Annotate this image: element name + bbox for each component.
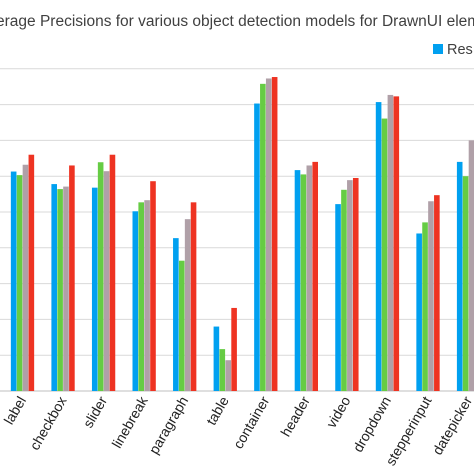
bar-header-series-1	[294, 170, 301, 391]
bar-slider-series-1	[91, 187, 98, 391]
bar-slider-series-4	[109, 154, 116, 391]
legend-swatch-res	[433, 44, 443, 54]
bar-checkbox-series-3	[63, 186, 69, 391]
bar-paragraph-series-1	[173, 238, 179, 391]
bar-linebreak-series-3	[144, 200, 150, 391]
bar-video-series-2	[341, 189, 347, 391]
bar-checkbox-series-2	[57, 189, 63, 391]
x-tick-label-slider: slider	[80, 393, 111, 430]
bar-header-series-3	[306, 165, 313, 391]
bar-container-series-4	[271, 77, 278, 391]
x-tick-label-dropdown: dropdown	[349, 394, 394, 455]
bar-linebreak-series-1	[132, 211, 139, 391]
bar-linebreak-series-4	[150, 181, 156, 391]
bar-table-series-2	[219, 349, 226, 391]
bar-container-series-1	[254, 103, 260, 391]
bar-linebreak-series-2	[138, 202, 144, 391]
bar-paragraph-series-4	[190, 202, 197, 391]
x-tick-label-checkbox: checkbox	[26, 394, 69, 453]
bars	[10, 77, 474, 392]
bar-stepperinput-series-1	[416, 233, 422, 391]
bar-dropdown-series-3	[387, 94, 394, 392]
bar-label-series-3	[22, 164, 29, 391]
bar-paragraph-series-3	[184, 219, 191, 391]
bar-table-series-4	[231, 307, 237, 391]
bar-dropdown-series-1	[375, 102, 382, 391]
bar-dropdown-series-2	[381, 118, 388, 391]
bar-stepperinput-series-3	[428, 201, 434, 391]
bar-datepicker-series-2	[462, 176, 469, 391]
x-tick-label-container: container	[230, 393, 273, 451]
bar-table-series-3	[225, 360, 231, 391]
bar-video-series-1	[335, 204, 341, 391]
bar-label-series-4	[28, 154, 35, 391]
bar-container-series-3	[265, 78, 272, 391]
bar-slider-series-2	[97, 162, 104, 391]
bar-datepicker-series-3	[468, 140, 474, 391]
bar-paragraph-series-2	[178, 260, 185, 391]
bar-label-series-2	[16, 175, 23, 391]
bar-table-series-1	[213, 326, 220, 391]
x-tick-label-header: header	[277, 393, 313, 439]
x-tick-label-video: video	[323, 393, 354, 430]
bar-container-series-2	[260, 83, 266, 391]
bar-slider-series-3	[103, 171, 110, 391]
bar-stepperinput-series-2	[422, 222, 428, 391]
x-tick-label-label: label	[0, 394, 29, 428]
x-tick-label-linebreak: linebreak	[108, 393, 151, 451]
bar-dropdown-series-4	[393, 96, 400, 392]
x-tick-label-datepicker: datepicker	[429, 393, 474, 457]
x-tick-label-paragraph: paragraph	[146, 394, 192, 457]
bar-datepicker-series-1	[456, 161, 463, 391]
bar-checkbox-series-4	[69, 165, 75, 391]
bar-header-series-4	[312, 161, 318, 391]
bar-checkbox-series-1	[51, 184, 57, 391]
legend: Res	[433, 42, 473, 58]
bar-stepperinput-series-4	[434, 195, 440, 391]
x-tick-label-table: table	[203, 393, 232, 427]
legend-label-res: Res	[447, 42, 473, 58]
bar-label-series-1	[10, 171, 17, 391]
chart-title: erage Precisions for various object dete…	[0, 13, 474, 30]
bar-video-series-3	[347, 180, 353, 391]
bar-header-series-2	[300, 174, 307, 391]
bar-video-series-4	[352, 177, 359, 391]
